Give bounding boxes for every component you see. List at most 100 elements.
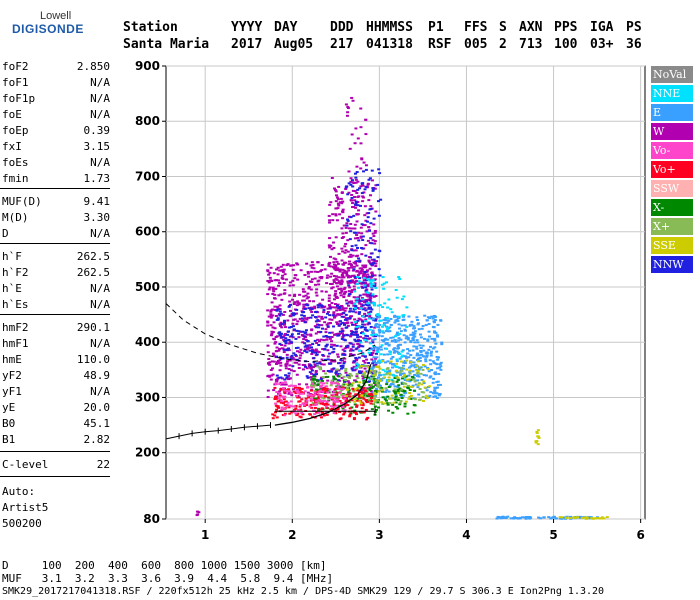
echo-point bbox=[381, 306, 385, 309]
echo-point bbox=[414, 383, 418, 386]
echo-point bbox=[408, 395, 412, 398]
echo-point bbox=[378, 319, 382, 322]
echo-point bbox=[361, 182, 365, 185]
echo-point bbox=[350, 133, 354, 136]
echo-point bbox=[277, 313, 281, 316]
echo-point bbox=[310, 310, 314, 313]
echo-point bbox=[378, 371, 382, 374]
echo-point bbox=[326, 307, 330, 310]
echo-point bbox=[318, 394, 322, 397]
echo-point bbox=[329, 340, 333, 343]
echo-point bbox=[373, 399, 377, 402]
echo-point bbox=[347, 294, 351, 297]
echo-point bbox=[379, 348, 383, 351]
echo-point bbox=[377, 168, 381, 171]
echo-point bbox=[324, 328, 328, 331]
echo-point bbox=[350, 274, 354, 277]
echo-point bbox=[279, 401, 283, 404]
echo-point bbox=[274, 411, 278, 414]
echo-point bbox=[350, 96, 354, 99]
echo-point bbox=[316, 270, 320, 273]
echo-point bbox=[415, 339, 419, 342]
echo-point bbox=[384, 396, 388, 399]
echo-point bbox=[362, 397, 366, 400]
echo-point bbox=[334, 264, 338, 267]
legend-item-x: X+ bbox=[651, 218, 693, 235]
echo-point bbox=[417, 368, 421, 371]
legend-item-ssw: SSW bbox=[651, 180, 693, 197]
echo-point bbox=[534, 441, 538, 444]
echo-point bbox=[362, 411, 366, 414]
param-value: N/A bbox=[90, 282, 110, 295]
echo-point bbox=[402, 367, 406, 370]
echo-point bbox=[419, 336, 423, 339]
echo-point bbox=[407, 387, 411, 390]
echo-point bbox=[536, 429, 540, 432]
echo-point bbox=[306, 272, 310, 275]
echo-point bbox=[389, 308, 393, 311]
echo-point bbox=[369, 222, 373, 225]
echo-point bbox=[373, 369, 377, 372]
echo-point bbox=[363, 371, 367, 374]
echo-point bbox=[362, 386, 366, 389]
echo-point bbox=[322, 376, 326, 379]
echo-point bbox=[296, 396, 300, 399]
echo-point bbox=[342, 276, 346, 279]
echo-point bbox=[280, 400, 284, 403]
echo-point bbox=[334, 378, 338, 381]
echo-point bbox=[370, 386, 374, 389]
echo-point bbox=[301, 402, 305, 405]
echo-point bbox=[269, 314, 273, 317]
echo-point bbox=[364, 375, 368, 378]
echo-point bbox=[349, 253, 353, 256]
echo-point bbox=[389, 360, 393, 363]
echo-point bbox=[417, 366, 421, 369]
echo-point bbox=[403, 379, 407, 382]
echo-point bbox=[356, 338, 360, 341]
echo-point bbox=[287, 338, 291, 341]
echo-point bbox=[440, 341, 444, 344]
echo-point bbox=[384, 390, 388, 393]
echo-point bbox=[373, 248, 377, 251]
echo-point bbox=[435, 381, 439, 384]
echo-point bbox=[271, 413, 275, 416]
echo-point bbox=[310, 380, 314, 383]
echo-point bbox=[436, 335, 440, 338]
echo-point bbox=[364, 289, 368, 292]
echo-point bbox=[341, 387, 345, 390]
echo-point bbox=[368, 337, 372, 340]
echo-point bbox=[312, 399, 316, 402]
echo-point bbox=[370, 353, 374, 356]
echo-point bbox=[423, 365, 427, 368]
echo-point bbox=[306, 346, 310, 349]
echo-point bbox=[356, 201, 360, 204]
echo-point bbox=[297, 396, 301, 399]
echo-point bbox=[388, 353, 392, 356]
echo-point bbox=[370, 258, 374, 261]
param-value: 262.5 bbox=[76, 250, 110, 263]
echo-point bbox=[310, 266, 314, 269]
echo-point bbox=[362, 323, 366, 326]
echo-point bbox=[590, 517, 594, 520]
echo-point bbox=[328, 237, 332, 240]
echo-point bbox=[355, 404, 359, 407]
echo-point bbox=[411, 384, 415, 387]
echo-point bbox=[363, 273, 367, 276]
echo-point bbox=[423, 337, 427, 340]
param-value: 0.39 bbox=[83, 124, 111, 137]
echo-point bbox=[354, 176, 358, 179]
echo-point bbox=[422, 349, 426, 352]
echo-point bbox=[496, 515, 500, 518]
echo-point bbox=[363, 307, 367, 310]
echo-point bbox=[361, 304, 365, 307]
footer-file-info: SMK29_2017217041318.RSF / 220fx512h 25 k… bbox=[2, 586, 605, 597]
echo-point bbox=[282, 383, 286, 386]
echo-point bbox=[350, 399, 354, 402]
echo-point bbox=[360, 268, 364, 271]
echo-point bbox=[364, 318, 368, 321]
echo-point bbox=[341, 386, 345, 389]
echo-point bbox=[275, 279, 279, 282]
echo-point bbox=[325, 382, 329, 385]
echo-point bbox=[402, 390, 406, 393]
echo-point bbox=[428, 317, 432, 320]
